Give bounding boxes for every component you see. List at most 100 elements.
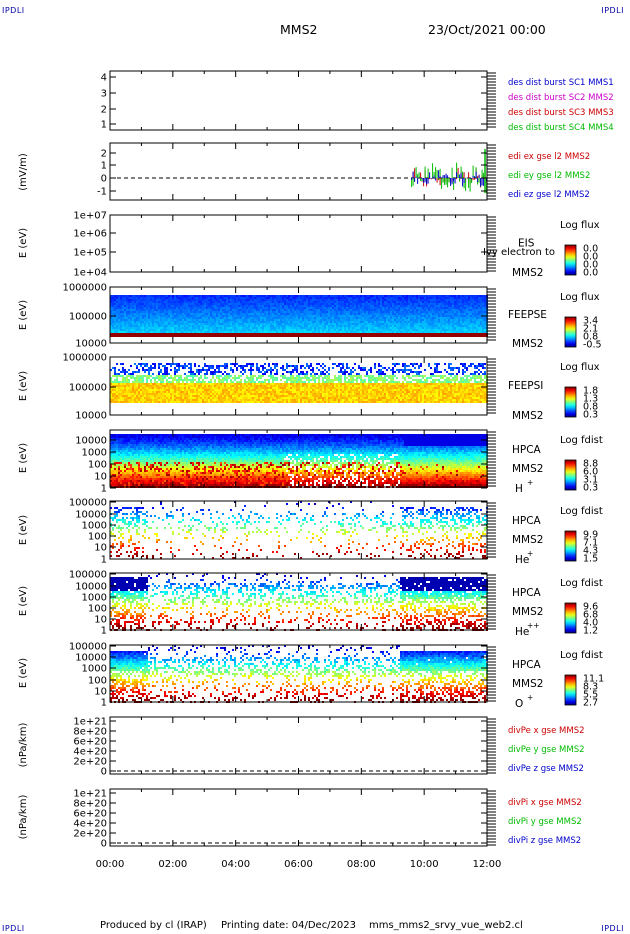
y-tick-label: 1 [101, 555, 107, 566]
colorbar-title: Log fdist [560, 506, 603, 517]
y-tick-label: 10000 [75, 411, 107, 422]
instrument-label: HPCA [512, 587, 542, 599]
colorbar [564, 674, 577, 706]
y-tick-label: 10000 [75, 436, 107, 447]
legend-entry: divPi x gse MMS2 [508, 798, 582, 808]
footer-produced-by: Produced by cl (IRAP) [100, 920, 207, 931]
y-tick-label: 2e+20 [73, 829, 107, 840]
corner-stamp-bottom-left: IPDLI [2, 924, 25, 933]
y-axis-label: E (eV) [18, 371, 29, 401]
colorbar-tick-label: 1.2 [583, 626, 598, 637]
spacecraft-label: MMS2 [512, 678, 543, 690]
y-tick-label: 1 [101, 626, 107, 637]
colorbar-tick-label: 0.0 [583, 252, 598, 263]
x-tick-label: 12:00 [473, 859, 502, 870]
x-tick-label: 00:00 [96, 859, 125, 870]
colorbar-tick-label: 3.1 [583, 475, 598, 486]
y-tick-label: 8e+20 [73, 799, 107, 810]
colorbar-tick-label: 9.6 [583, 602, 598, 613]
colorbar-tick-label: 0.3 [583, 483, 598, 494]
corner-stamp-bottom-right: IPDLI [601, 924, 624, 933]
y-tick-label: 1 [101, 120, 107, 131]
panel-frame [109, 716, 488, 775]
instrument-label: EIS [518, 238, 535, 250]
panel-frame [109, 788, 488, 847]
legend-entry: divPi z gse MMS2 [508, 836, 581, 846]
y-tick-label: 1e+07 [73, 211, 107, 222]
colorbar-tick-label: -0.5 [583, 340, 602, 351]
y-tick-label: 10000 [75, 339, 107, 350]
y-tick-label: 10 [94, 687, 107, 698]
y-tick-label: 1 [101, 698, 107, 709]
y-tick-label: 1000 [82, 593, 107, 604]
panel-frame [109, 142, 488, 201]
x-tick-label: 10:00 [410, 859, 439, 870]
colorbar-tick-label: 1.8 [583, 386, 598, 397]
spacecraft-label: MMS2 [512, 534, 543, 546]
charge-label: + [527, 478, 533, 487]
y-tick-label: 1e+04 [73, 268, 107, 279]
panel-p7: Log fdist9.97.14.31.5HPCAMMS2He+10000010… [18, 498, 603, 567]
y-axis-label: E (eV) [18, 586, 29, 616]
colorbar [564, 530, 577, 562]
legend-entry: des dist burst SC3 MMS3 [508, 108, 614, 118]
colorbar-title: Log fdist [560, 650, 603, 661]
y-tick-label: 100 [88, 676, 107, 687]
charge-label: + [527, 549, 533, 558]
colorbar [564, 459, 577, 491]
charge-label: + [527, 693, 533, 702]
overlap-label: Ivy electron to [483, 247, 555, 258]
y-tick-label: 0 [101, 174, 107, 185]
instrument-label: FEEPSE [508, 309, 547, 321]
instrument-label: HPCA [512, 515, 542, 527]
colorbar [564, 316, 577, 348]
panel-frame [109, 70, 488, 131]
colorbar-tick-label: 6.0 [583, 467, 598, 478]
y-tick-label: 1e+21 [73, 717, 107, 728]
colorbar-tick-label: 8.8 [583, 459, 598, 470]
y-tick-label: 4e+20 [73, 747, 107, 758]
y-axis-label: E (eV) [18, 228, 29, 258]
corner-stamp-top-right: IPDLI [601, 6, 624, 15]
y-tick-label: 2 [101, 149, 107, 160]
colorbar-tick-label: 7.1 [583, 538, 598, 549]
y-tick-label: 10000 [75, 510, 107, 521]
corner-stamp-top-left: IPDLI [2, 6, 25, 15]
y-tick-label: 4e+20 [73, 819, 107, 830]
y-tick-label: 1e+06 [73, 229, 107, 240]
legend-entry: edi ey gse l2 MMS2 [508, 171, 590, 181]
spacecraft-label: MMS2 [512, 606, 543, 618]
x-tick-label: 04:00 [221, 859, 250, 870]
y-axis-label: E (eV) [18, 300, 29, 330]
colorbar-tick-label: 4.3 [583, 546, 598, 557]
colorbar-tick-label: 2.1 [583, 324, 598, 335]
y-tick-label: 1000000 [62, 283, 107, 294]
species-label: O [515, 698, 523, 710]
y-tick-label: 10 [94, 472, 107, 483]
y-tick-label: 1000000 [62, 353, 107, 364]
legend-entry: divPe z gse MMS2 [508, 764, 584, 774]
y-axis-label: (mV/m) [18, 153, 29, 191]
colorbar-tick-label: 0.3 [583, 410, 598, 421]
colorbar-tick-label: 0.8 [583, 332, 598, 343]
y-axis-label: E (eV) [18, 658, 29, 688]
panel-p4: Log flux 3.42.10.8-0.5 FEEPSE MMS2 1000000 10… [18, 283, 602, 351]
y-tick-label: 0 [101, 767, 107, 778]
y-axis-label: E (eV) [18, 515, 29, 545]
footer-filename: mms_mms2_srvy_vue_web2.cl [369, 920, 523, 931]
footer-printing-date: Printing date: 04/Dec/2023 [221, 920, 357, 931]
species-label: H [515, 483, 523, 495]
y-tick-label: 1e+21 [73, 789, 107, 800]
y-tick-label: 100000 [69, 312, 107, 323]
y-tick-label: 6e+20 [73, 737, 107, 748]
legend-entry: des dist burst SC1 MMS1 [508, 78, 614, 88]
y-tick-label: 10000 [75, 653, 107, 664]
panel-p8: Log fdist9.66.84.01.2HPCAMMS2He++1000001… [18, 570, 603, 639]
y-tick-label: 10 [94, 543, 107, 554]
panel-p1: 1 2 3 4 des dist burst SC1 MMS1 des dist burs… [101, 70, 614, 133]
colorbar-tick-label: 4.0 [583, 618, 598, 629]
legend-entry: des dist burst SC2 MMS2 [508, 93, 614, 103]
species-label: He [515, 554, 529, 566]
panel-p5: Log flux 1.81.30.80.3 FEEPSI MMS2 1000000 100… [18, 353, 600, 423]
